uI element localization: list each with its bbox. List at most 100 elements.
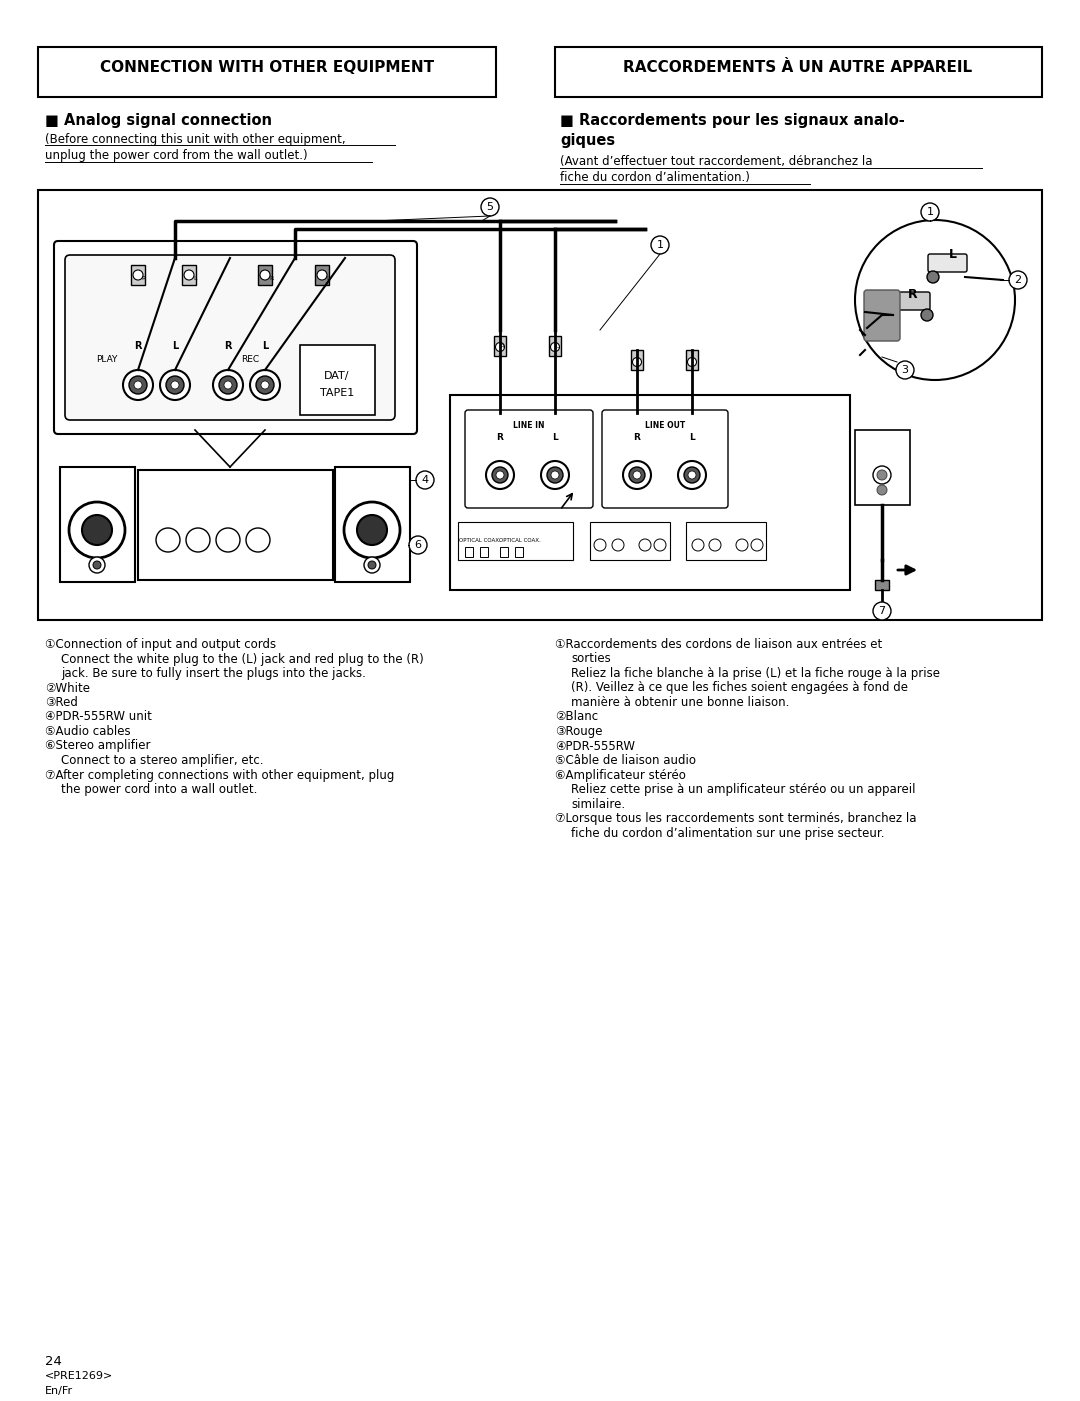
Text: ⑦Lorsque tous les raccordements sont terminés, branchez la: ⑦Lorsque tous les raccordements sont ter… [555,813,917,825]
Circle shape [133,270,143,280]
Circle shape [224,381,232,389]
FancyBboxPatch shape [131,265,145,284]
Text: ①Connection of input and output cords: ①Connection of input and output cords [45,637,276,651]
Text: L: L [555,345,558,349]
Text: fiche du cordon d’alimentation sur une prise secteur.: fiche du cordon d’alimentation sur une p… [571,827,885,839]
Circle shape [751,539,762,551]
Circle shape [688,471,696,479]
Circle shape [368,560,376,569]
Circle shape [623,461,651,489]
Circle shape [216,528,240,552]
Circle shape [409,537,427,553]
Text: sorties: sorties [571,653,611,665]
Circle shape [927,270,939,283]
Circle shape [873,467,891,483]
Text: L: L [326,276,329,280]
Circle shape [877,485,887,495]
Text: 24: 24 [45,1355,62,1367]
FancyBboxPatch shape [465,410,593,509]
Circle shape [364,558,380,573]
FancyBboxPatch shape [686,523,766,560]
Circle shape [612,539,624,551]
Text: L: L [172,340,178,352]
Circle shape [256,375,274,394]
FancyBboxPatch shape [54,241,417,434]
Circle shape [496,471,504,479]
FancyBboxPatch shape [38,191,1042,621]
Text: L: L [949,248,957,262]
Circle shape [546,467,563,483]
Circle shape [678,461,706,489]
Text: TAPE1: TAPE1 [320,388,354,398]
Circle shape [186,528,210,552]
Circle shape [1009,270,1027,289]
Circle shape [877,469,887,481]
Text: LINE OUT: LINE OUT [645,420,685,430]
Circle shape [896,361,914,380]
Circle shape [260,270,270,280]
Text: DAT/: DAT/ [324,371,350,381]
Text: ■ Analog signal connection: ■ Analog signal connection [45,113,272,127]
Text: L: L [261,340,268,352]
FancyBboxPatch shape [183,265,195,284]
Text: ■ Raccordements pour les signaux analo-: ■ Raccordements pour les signaux analo- [561,113,905,127]
Text: R: R [497,433,503,443]
Text: jack. Be sure to fully insert the plugs into the jacks.: jack. Be sure to fully insert the plugs … [60,667,366,679]
Circle shape [249,370,280,401]
Circle shape [541,461,569,489]
Text: ②White: ②White [45,681,90,695]
Text: R: R [634,433,640,443]
Text: similaire.: similaire. [571,797,625,811]
Circle shape [551,342,559,352]
Circle shape [166,375,184,394]
Text: ⑥Amplificateur stéréo: ⑥Amplificateur stéréo [555,769,686,782]
FancyBboxPatch shape [602,410,728,509]
Text: RACCORDEMENTS À UN AUTRE APPAREIL: RACCORDEMENTS À UN AUTRE APPAREIL [623,59,973,74]
Text: fiche du cordon d’alimentation.): fiche du cordon d’alimentation.) [561,171,750,184]
FancyBboxPatch shape [138,469,333,580]
FancyBboxPatch shape [515,546,523,558]
Text: 3: 3 [902,366,908,375]
Circle shape [654,539,666,551]
Text: 1: 1 [927,207,933,217]
FancyBboxPatch shape [549,336,561,356]
Text: ⑤Audio cables: ⑤Audio cables [45,724,131,738]
Circle shape [651,235,669,254]
FancyBboxPatch shape [300,345,375,415]
Circle shape [708,539,721,551]
Text: R: R [269,276,273,280]
FancyBboxPatch shape [631,350,643,370]
Text: giques: giques [561,133,616,149]
Circle shape [481,198,499,216]
Circle shape [261,381,269,389]
Circle shape [486,461,514,489]
Text: L: L [689,433,694,443]
FancyBboxPatch shape [928,254,967,272]
Circle shape [184,270,194,280]
Text: CONNECTION WITH OTHER EQUIPMENT: CONNECTION WITH OTHER EQUIPMENT [100,59,434,74]
Circle shape [82,516,112,545]
Text: PLAY: PLAY [96,356,118,364]
FancyBboxPatch shape [458,523,573,560]
Circle shape [692,539,704,551]
Text: (Before connecting this unit with other equipment,: (Before connecting this unit with other … [45,133,346,146]
Text: 4: 4 [421,475,429,485]
Text: the power cord into a wall outlet.: the power cord into a wall outlet. [60,783,257,796]
FancyBboxPatch shape [60,467,135,581]
Text: 1: 1 [657,240,663,249]
Text: unplug the power cord from the wall outlet.): unplug the power cord from the wall outl… [45,149,308,163]
FancyBboxPatch shape [855,430,910,504]
Text: ⑦After completing connections with other equipment, plug: ⑦After completing connections with other… [45,769,394,782]
Text: 7: 7 [878,607,886,616]
Text: ③Red: ③Red [45,696,78,709]
Circle shape [855,220,1015,380]
FancyBboxPatch shape [686,350,698,370]
Circle shape [633,357,642,367]
Circle shape [213,370,243,401]
Text: ⑤Câble de liaison audio: ⑤Câble de liaison audio [555,754,696,766]
Circle shape [318,270,327,280]
Circle shape [219,375,237,394]
Text: ④PDR-555RW: ④PDR-555RW [555,740,635,752]
Circle shape [639,539,651,551]
Circle shape [492,467,508,483]
